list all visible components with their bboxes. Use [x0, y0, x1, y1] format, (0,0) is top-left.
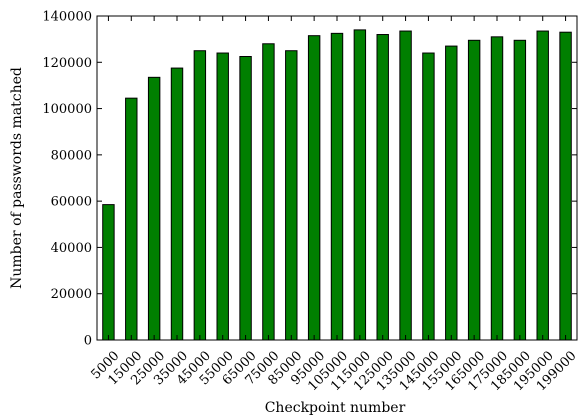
- y-tick-label: 20000: [51, 287, 92, 302]
- plot-frame: [96, 15, 578, 341]
- bar-115000: [353, 29, 367, 341]
- bar-199000: [559, 31, 572, 341]
- bar-95000: [307, 35, 321, 341]
- bar-145000: [422, 52, 435, 341]
- bars-group: [102, 29, 572, 341]
- bar-195000: [536, 30, 549, 341]
- x-axis-label: Checkpoint number: [265, 400, 406, 416]
- bar-125000: [376, 34, 389, 341]
- y-tick-label: 120000: [42, 56, 92, 71]
- bar-85000: [285, 50, 298, 341]
- bar-45000: [193, 50, 207, 341]
- bar-25000: [147, 76, 161, 341]
- y-tick-label: 60000: [51, 195, 92, 210]
- bar-65000: [239, 56, 252, 341]
- y-tick-label: 0: [84, 334, 92, 349]
- bar-185000: [513, 39, 527, 341]
- bar-5000: [102, 204, 115, 341]
- y-axis-label: Number of passwords matched: [9, 67, 25, 289]
- y-tick-label: 100000: [42, 102, 92, 117]
- y-tick-label: 80000: [51, 148, 92, 163]
- bar-55000: [216, 52, 229, 341]
- bar-15000: [125, 97, 138, 341]
- bar-155000: [445, 45, 458, 341]
- y-axis-ticks: 0 20000 40000 60000 80000 100000 120000 140000: [42, 10, 577, 349]
- y-tick-label: 140000: [42, 10, 92, 25]
- bar-75000: [262, 43, 275, 341]
- bar-175000: [490, 36, 504, 341]
- bar-35000: [170, 67, 184, 341]
- y-tick-label: 40000: [51, 241, 92, 256]
- bar-105000: [330, 32, 344, 341]
- bar-135000: [399, 30, 412, 341]
- bar-165000: [467, 39, 481, 341]
